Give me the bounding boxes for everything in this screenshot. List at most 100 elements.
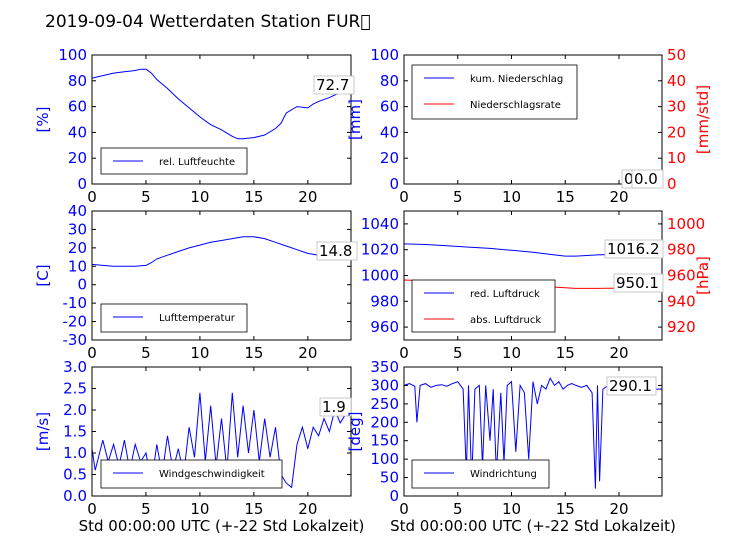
y-tick-label: 1.0 (63, 444, 87, 462)
x-tick-label: 15 (244, 188, 263, 206)
legend-label: Niederschlagsrate (470, 100, 561, 111)
y-tick-label: 350 (370, 358, 399, 376)
x-tick-label: 20 (298, 188, 317, 206)
y-tick-label: 40 (68, 202, 87, 220)
y-tick-label: 0.5 (63, 466, 87, 484)
y-tick-label: 60 (68, 98, 87, 116)
y-tick-label: 980 (370, 292, 399, 310)
x-tick-label: 0 (87, 188, 97, 206)
y2-tick-label: 30 (667, 98, 686, 116)
legend-label: Windgeschwindigkeit (159, 469, 265, 480)
y-tick-label: 100 (58, 46, 87, 64)
y-tick-label: 2.0 (63, 401, 87, 419)
figure-title: 2019-09-04 Wetterdaten Station FUR  (45, 12, 371, 32)
y2-axis-label: [mm/std] (694, 85, 712, 154)
annotation-value: 1.9 (322, 398, 346, 416)
y-axis-label: [%] (34, 107, 52, 133)
y2-axis-label: [hPa] (694, 256, 712, 295)
y-tick-label: 1040 (361, 215, 399, 233)
annotation-value: 0.0 (634, 170, 658, 188)
y-tick-label: 1000 (361, 267, 399, 285)
legend-label: Lufttemperatur (159, 313, 236, 324)
plot-frame (91, 54, 352, 185)
x-tick-label: 10 (190, 188, 209, 206)
y-tick-label: 20 (68, 239, 87, 257)
x-tick-label: 0 (87, 344, 97, 362)
x-tick-label: 0 (399, 344, 409, 362)
x-tick-label: 5 (141, 188, 151, 206)
y-tick-label: 1020 (361, 241, 399, 259)
x-tick-label: 5 (453, 344, 463, 362)
annotation-box (606, 376, 657, 396)
x-tick-label: 5 (453, 188, 463, 206)
y-tick-label: 2.5 (63, 380, 87, 398)
y-tick-label: 0 (77, 175, 87, 193)
y2-tick-label: 10 (667, 149, 686, 167)
x-tick-label: 10 (502, 188, 521, 206)
y2-tick-label: 50 (667, 46, 686, 64)
y-tick-label: -30 (63, 331, 88, 349)
y-tick-label: 0 (77, 276, 87, 294)
legend-box (100, 459, 283, 489)
legend-label: abs. Luftdruck (470, 315, 541, 326)
x-tick-label: 15 (556, 500, 575, 518)
panel-3: 0 5 10 15 20-30-20-10010203040[C]Lufttempera… (34, 202, 358, 362)
x-tick-label: 0 (399, 500, 409, 518)
x-tick-label: 0 (399, 188, 409, 206)
y-tick-label: 100 (370, 46, 399, 64)
series-line-6-1 (404, 376, 662, 489)
y2-tick-label: 0 (667, 175, 677, 193)
y-axis-label: [deg] (346, 412, 364, 452)
x-tick-label: 0 (87, 500, 97, 518)
panel-4: 0 5 10 15 20 960 980 1000 1020 1040 920 940 960 980 10… (361, 210, 712, 362)
y-tick-label: 40 (380, 123, 399, 141)
legend-label: kum. Niederschlag (470, 74, 563, 85)
y2-tick-label: 960 (667, 267, 696, 285)
panel-1: 0 5 10 15 20 0 20 40 60 80 100 [%] rel. Luftfeuchte 7… (34, 46, 355, 206)
annotation-value: 72.7 (316, 76, 349, 94)
y-tick-label: 250 (370, 395, 399, 413)
x-axis-label: Std 00:00:00 UTC (+-22 Std Lokalzeit) (390, 517, 676, 535)
legend-label: rel. Luftfeuchte (159, 157, 235, 168)
y-tick-label: 1.5 (63, 423, 87, 441)
y-tick-label: 60 (380, 98, 399, 116)
y-tick-label: 20 (380, 149, 399, 167)
x-tick-label: 10 (190, 500, 209, 518)
panel-5: 0 5 10 15 20 0.0 0.5 1.0 1.5 2.0 2.5 3.0 [m/s] Std 00… (34, 358, 364, 535)
x-tick-label: 10 (502, 500, 521, 518)
series-line-1-1 (92, 68, 351, 140)
x-tick-label: 5 (141, 344, 151, 362)
x-tick-label: 20 (298, 500, 317, 518)
plot-frame (403, 366, 663, 497)
annotation-box (313, 75, 355, 95)
series-line-3-1 (92, 236, 351, 267)
x-tick-label: 5 (141, 500, 151, 518)
annotation-box (613, 273, 664, 293)
y-axis-label: [m/s] (34, 412, 52, 451)
y2-tick-label: 920 (667, 318, 696, 336)
x-tick-label: 10 (190, 344, 209, 362)
y-tick-label: 10 (68, 257, 87, 275)
y-tick-label: 80 (68, 72, 87, 90)
y2-tick-label: 1000 (667, 215, 705, 233)
legend-box (100, 303, 248, 333)
y2-tick-label: 940 (667, 292, 696, 310)
annotation-value: 14.8 (319, 242, 352, 260)
y-tick-label: 100 (370, 450, 399, 468)
plot-frame (91, 210, 352, 341)
legend-box (411, 459, 550, 489)
y-tick-label: 40 (68, 123, 87, 141)
x-tick-label: 20 (609, 188, 628, 206)
plot-frame (403, 54, 663, 185)
y-tick-label: 3.0 (63, 358, 87, 376)
x-tick-label: 20 (609, 500, 628, 518)
y-tick-label: 960 (370, 318, 399, 336)
x-tick-label: 5 (453, 500, 463, 518)
x-tick-label: 20 (609, 344, 628, 362)
y2-tick-label: 40 (667, 72, 686, 90)
y2-tick-label: 980 (667, 241, 696, 259)
y-axis-label: [C] (34, 264, 52, 286)
y-tick-label: 0.0 (63, 487, 87, 505)
